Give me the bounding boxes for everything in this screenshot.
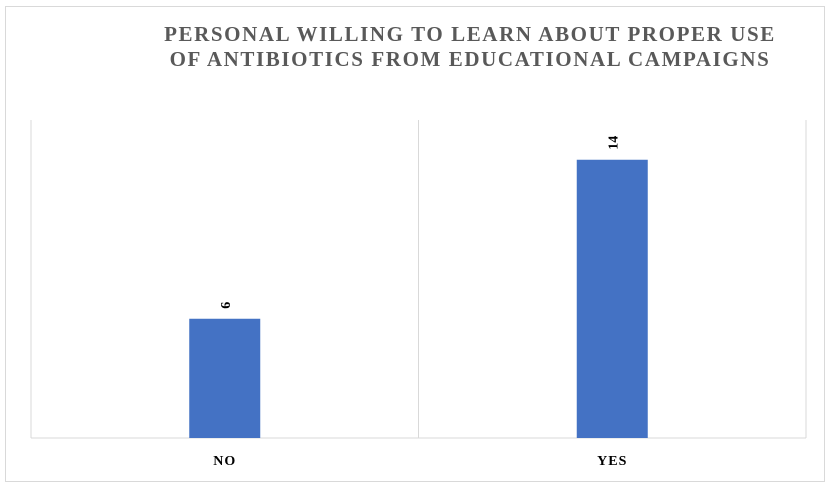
bar-yes (576, 159, 648, 438)
data-labels: 6 14 (219, 136, 622, 309)
category-tick-labels: NO YES (213, 454, 627, 469)
tick-label-yes: YES (597, 454, 627, 469)
data-label-no: 6 (219, 302, 234, 309)
chart-title: PERSONAL WILLING TO LEARN ABOUT PROPER U… (164, 22, 776, 71)
data-label-yes: 14 (606, 136, 621, 150)
grid-lines (30, 120, 807, 439)
chart-frame (5, 6, 825, 482)
bar-no (189, 318, 261, 438)
tick-label-no: NO (213, 454, 236, 469)
bars (189, 159, 648, 438)
